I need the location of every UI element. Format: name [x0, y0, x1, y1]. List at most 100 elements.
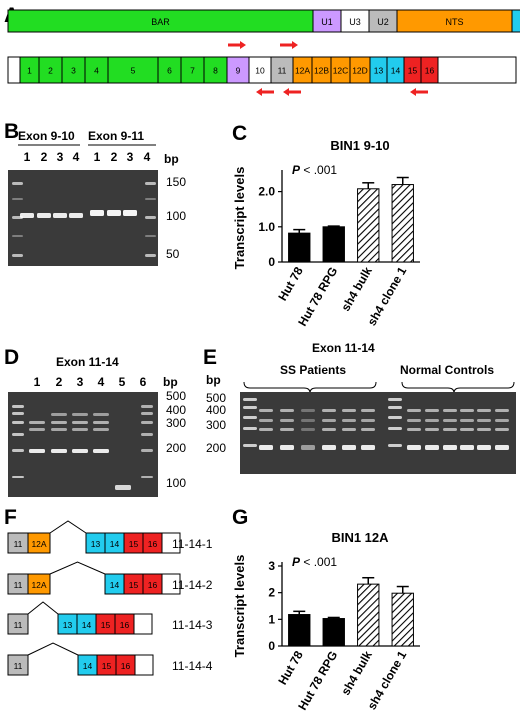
- isoform-exon-12a: [27, 532, 51, 554]
- exon-label: 6: [167, 66, 172, 76]
- exon-label: 12B: [314, 66, 329, 76]
- gel-band: [12, 254, 23, 257]
- isoform-exon-label: 14: [82, 620, 92, 630]
- gel-d-marker: 100: [166, 476, 186, 490]
- gel-band: [495, 428, 509, 431]
- primer-arrow-4: [283, 88, 301, 96]
- isoform-exon-11: [7, 654, 29, 676]
- gel-e-group-1-brace: [243, 381, 377, 394]
- gel-band: [29, 428, 45, 431]
- chart-title: BIN1 9-10: [330, 138, 389, 153]
- gel-b-group-1: Exon 9-10: [18, 129, 75, 143]
- isoform-exon-label: 14: [110, 580, 120, 590]
- gel-band: [141, 433, 153, 436]
- isoform-exon-label: 16: [148, 580, 158, 590]
- gel-band: [388, 416, 402, 419]
- gel-b-lane-label: 2: [111, 150, 118, 164]
- exon-label: 12A: [295, 66, 310, 76]
- isoform-11-14-2: 11 12A 14 15 16 11-14-2: [7, 561, 213, 595]
- gel-e-marker: 200: [206, 441, 226, 455]
- gel-band: [145, 198, 156, 200]
- gel-band: [12, 405, 24, 408]
- isoform-exon-label: 13: [63, 620, 73, 630]
- gel-band: [342, 419, 356, 422]
- exon-label: 2: [48, 66, 53, 76]
- x-tick-label: Hut 78: [275, 648, 306, 687]
- exon-label: 13: [374, 66, 384, 76]
- gel-band: [443, 409, 457, 412]
- gel-band: [69, 213, 83, 218]
- gel-d-background: [8, 392, 158, 497]
- gel-band: [342, 409, 356, 412]
- gel-e-bp-label: bp: [206, 373, 221, 387]
- gel-band: [388, 398, 402, 401]
- gel-band: [51, 421, 67, 424]
- gel-band: [301, 428, 315, 431]
- gel-band: [12, 421, 24, 424]
- isoform-exon-label: 15: [101, 620, 111, 630]
- bar: [288, 614, 311, 647]
- gel-band: [460, 409, 474, 412]
- domain-label: NTS: [446, 17, 464, 27]
- x-tick-label: sh4 bulk: [338, 264, 375, 313]
- splice-junction: [27, 642, 79, 656]
- isoform-11-14-1: 11 12A 13 14 15 16 11-14-1: [7, 520, 213, 554]
- gel-band: [342, 428, 356, 431]
- p-value-annotation: P < .001: [292, 163, 337, 177]
- y-tick-label: 2: [268, 586, 275, 600]
- exon-label: 15: [408, 66, 418, 76]
- gel-band: [407, 409, 421, 412]
- gel-e-group-1: SS Patients: [280, 363, 346, 377]
- utr-right: [437, 56, 517, 84]
- isoform-diagrams: 11 12A 13 14 15 16 11-14-111 12A 14 15 16 11-14-211…: [7, 520, 213, 676]
- gel-d-bp-label: bp: [163, 375, 178, 389]
- bar: [357, 188, 380, 263]
- gel-band: [243, 427, 257, 430]
- isoform-exon-label: 16: [120, 620, 130, 630]
- y-axis-label: Transcript levels: [232, 167, 247, 270]
- isoform-exon-label: 16: [148, 539, 158, 549]
- gel-band: [460, 428, 474, 431]
- exon-label: 11: [278, 66, 287, 76]
- gel-d-lane-label: 2: [56, 375, 63, 389]
- gel-band: [93, 421, 109, 424]
- domain-mbd: [511, 9, 520, 33]
- isoform-name: 11-14-2: [172, 578, 213, 592]
- isoform-exon-label: 15: [129, 580, 139, 590]
- gel-band: [29, 421, 45, 424]
- gel-b-background: [8, 170, 158, 266]
- gel-e-marker: 500: [206, 391, 226, 405]
- gel-band: [51, 449, 67, 453]
- isoform-exon-label: 11: [14, 661, 23, 671]
- gel-band: [51, 428, 67, 431]
- gel-b-image: [8, 170, 158, 266]
- panel-e-label: E: [203, 346, 217, 369]
- isoform-utr: [133, 613, 153, 635]
- gel-band: [280, 419, 294, 422]
- gel-band: [12, 235, 23, 237]
- bar: [391, 184, 414, 263]
- gel-band: [12, 476, 24, 478]
- gel-b-lane-label: 1: [24, 150, 31, 164]
- gel-band: [145, 235, 156, 237]
- gel-band: [443, 445, 457, 450]
- gel-band: [243, 416, 257, 419]
- gel-band: [407, 419, 421, 422]
- gel-band: [477, 409, 491, 412]
- gel-band: [20, 213, 34, 218]
- gel-band: [425, 419, 439, 422]
- gel-b-lane-label: 3: [57, 150, 64, 164]
- isoform-utr: [134, 654, 154, 676]
- gel-band: [115, 485, 131, 490]
- gel-band: [361, 419, 375, 422]
- isoform-exon-label: 12A: [31, 539, 46, 549]
- gel-band: [425, 409, 439, 412]
- gel-band: [460, 445, 474, 450]
- bar: [357, 583, 380, 647]
- domain-label: U1: [321, 17, 333, 27]
- gel-band: [141, 449, 153, 452]
- isoform-exon-label: 15: [102, 661, 112, 671]
- gel-band: [443, 419, 457, 422]
